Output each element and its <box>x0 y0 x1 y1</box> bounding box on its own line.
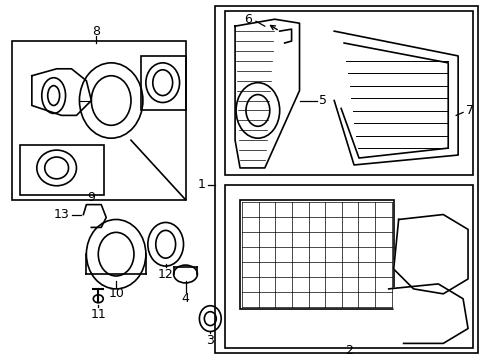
Text: 12: 12 <box>158 267 173 280</box>
Text: 4: 4 <box>181 292 189 305</box>
Text: 10: 10 <box>108 287 124 300</box>
Text: 5: 5 <box>319 94 326 107</box>
Bar <box>12 41 185 200</box>
Text: 2: 2 <box>345 344 352 357</box>
Bar <box>20 145 104 195</box>
Bar <box>141 56 185 111</box>
Bar <box>240 200 393 309</box>
Polygon shape <box>333 31 457 165</box>
Bar <box>224 185 472 348</box>
Bar <box>224 11 472 175</box>
Bar <box>215 6 477 353</box>
Polygon shape <box>235 19 299 168</box>
Text: 11: 11 <box>90 308 106 321</box>
Text: 3: 3 <box>206 334 214 347</box>
Polygon shape <box>393 215 467 294</box>
Text: 13: 13 <box>54 208 69 221</box>
Polygon shape <box>388 284 467 343</box>
Text: 6: 6 <box>244 13 251 26</box>
Text: 1: 1 <box>197 178 205 191</box>
Text: 8: 8 <box>92 24 100 38</box>
Text: 7: 7 <box>465 104 473 117</box>
Text: 9: 9 <box>87 191 95 204</box>
